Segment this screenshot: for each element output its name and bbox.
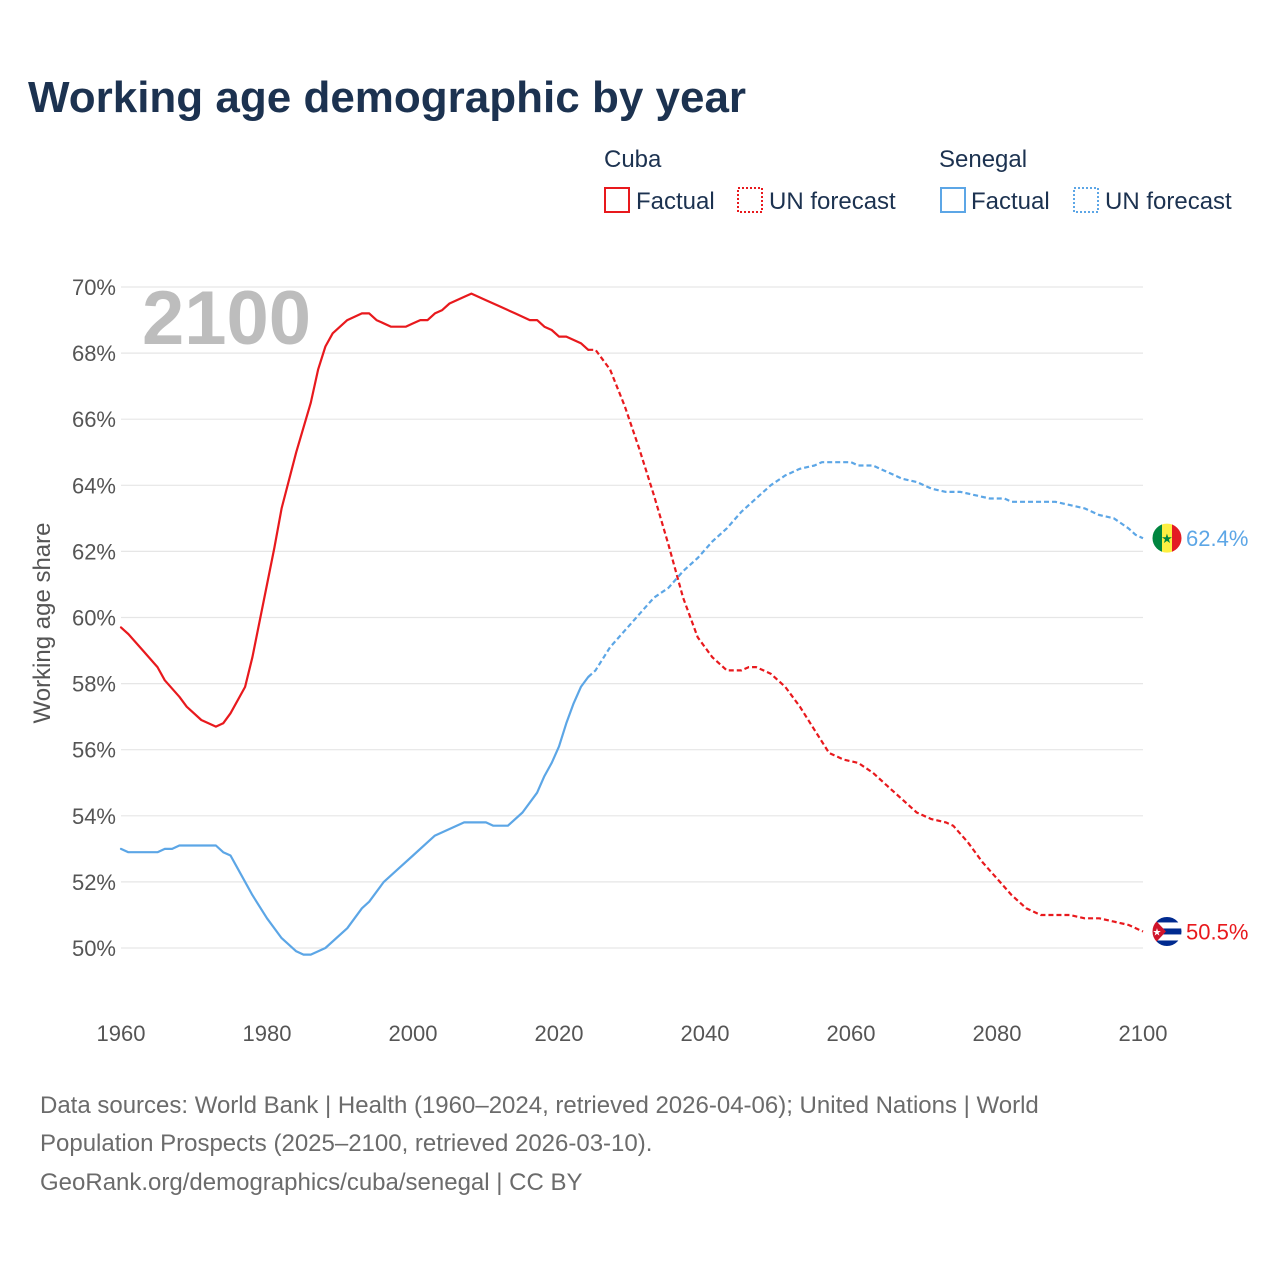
legend-cuba-factual-swatch	[604, 187, 630, 213]
svg-text:★: ★	[1161, 532, 1173, 547]
y-tick-label: 58%	[72, 672, 116, 697]
y-tick-label: 60%	[72, 606, 116, 631]
x-axis-ticks: 1960 1980 2000 2020 2040 2060 2080 2100	[97, 1021, 1168, 1046]
sources-line-2: Population Prospects (2025–2100, retriev…	[40, 1130, 652, 1157]
legend-cuba: Cuba Factual UN forecast	[604, 146, 896, 215]
chart-title: Working age demographic by year	[28, 73, 746, 122]
senegal-forecast-line	[587, 461, 1144, 678]
senegal-factual-line	[119, 675, 590, 956]
cuba-end-label: 50.5%	[1186, 919, 1248, 944]
y-tick-label: 68%	[72, 341, 116, 366]
legend-senegal-forecast-swatch	[1073, 187, 1099, 213]
x-tick-label: 1980	[243, 1021, 292, 1046]
legend-senegal-title: Senegal	[939, 146, 1027, 173]
sources-line-1: Data sources: World Bank | Health (1960–…	[40, 1092, 1039, 1119]
y-tick-label: 50%	[72, 936, 116, 961]
y-axis-ticks: 50% 52% 54% 56% 58% 60% 62% 64% 66% 68% 70%	[72, 275, 116, 961]
senegal-end-label: 62.4%	[1186, 526, 1248, 551]
legend-cuba-factual-label: Factual	[636, 188, 715, 215]
x-tick-label: 2020	[535, 1021, 584, 1046]
legend-senegal-factual-swatch	[940, 187, 966, 213]
y-tick-label: 52%	[72, 870, 116, 895]
legend-senegal: Senegal Factual UN forecast	[939, 146, 1232, 215]
cuba-flag-icon: ★	[1151, 915, 1183, 947]
y-tick-label: 56%	[72, 738, 116, 763]
y-tick-label: 54%	[72, 804, 116, 829]
x-tick-label: 1960	[97, 1021, 146, 1046]
cuba-forecast-line	[588, 348, 1144, 933]
x-tick-label: 2080	[973, 1021, 1022, 1046]
senegal-flag-icon: ★	[1151, 522, 1183, 554]
year-watermark: 2100	[142, 276, 311, 361]
y-tick-label: 62%	[72, 539, 116, 564]
legend-senegal-factual-label: Factual	[971, 188, 1050, 215]
gridlines	[121, 286, 1143, 949]
y-axis-label: Working age share	[29, 523, 56, 724]
y-tick-label: 66%	[72, 407, 116, 432]
legend-cuba-title: Cuba	[604, 146, 662, 173]
sources-line-3: GeoRank.org/demographics/cuba/senegal | …	[40, 1169, 583, 1196]
cuba-factual-line	[119, 292, 590, 728]
y-tick-label: 70%	[72, 275, 116, 300]
y-tick-label: 64%	[72, 473, 116, 498]
legend-senegal-forecast-label: UN forecast	[1105, 188, 1232, 215]
x-tick-label: 2040	[681, 1021, 730, 1046]
x-tick-label: 2100	[1119, 1021, 1168, 1046]
series-lines	[119, 292, 1144, 956]
x-tick-label: 2060	[827, 1021, 876, 1046]
x-tick-label: 2000	[389, 1021, 438, 1046]
end-markers: ★ 50.5% ★ 62.4%	[1151, 522, 1248, 947]
legend-cuba-forecast-label: UN forecast	[769, 188, 896, 215]
svg-text:★: ★	[1153, 927, 1162, 938]
legend-cuba-forecast-swatch	[737, 187, 763, 213]
